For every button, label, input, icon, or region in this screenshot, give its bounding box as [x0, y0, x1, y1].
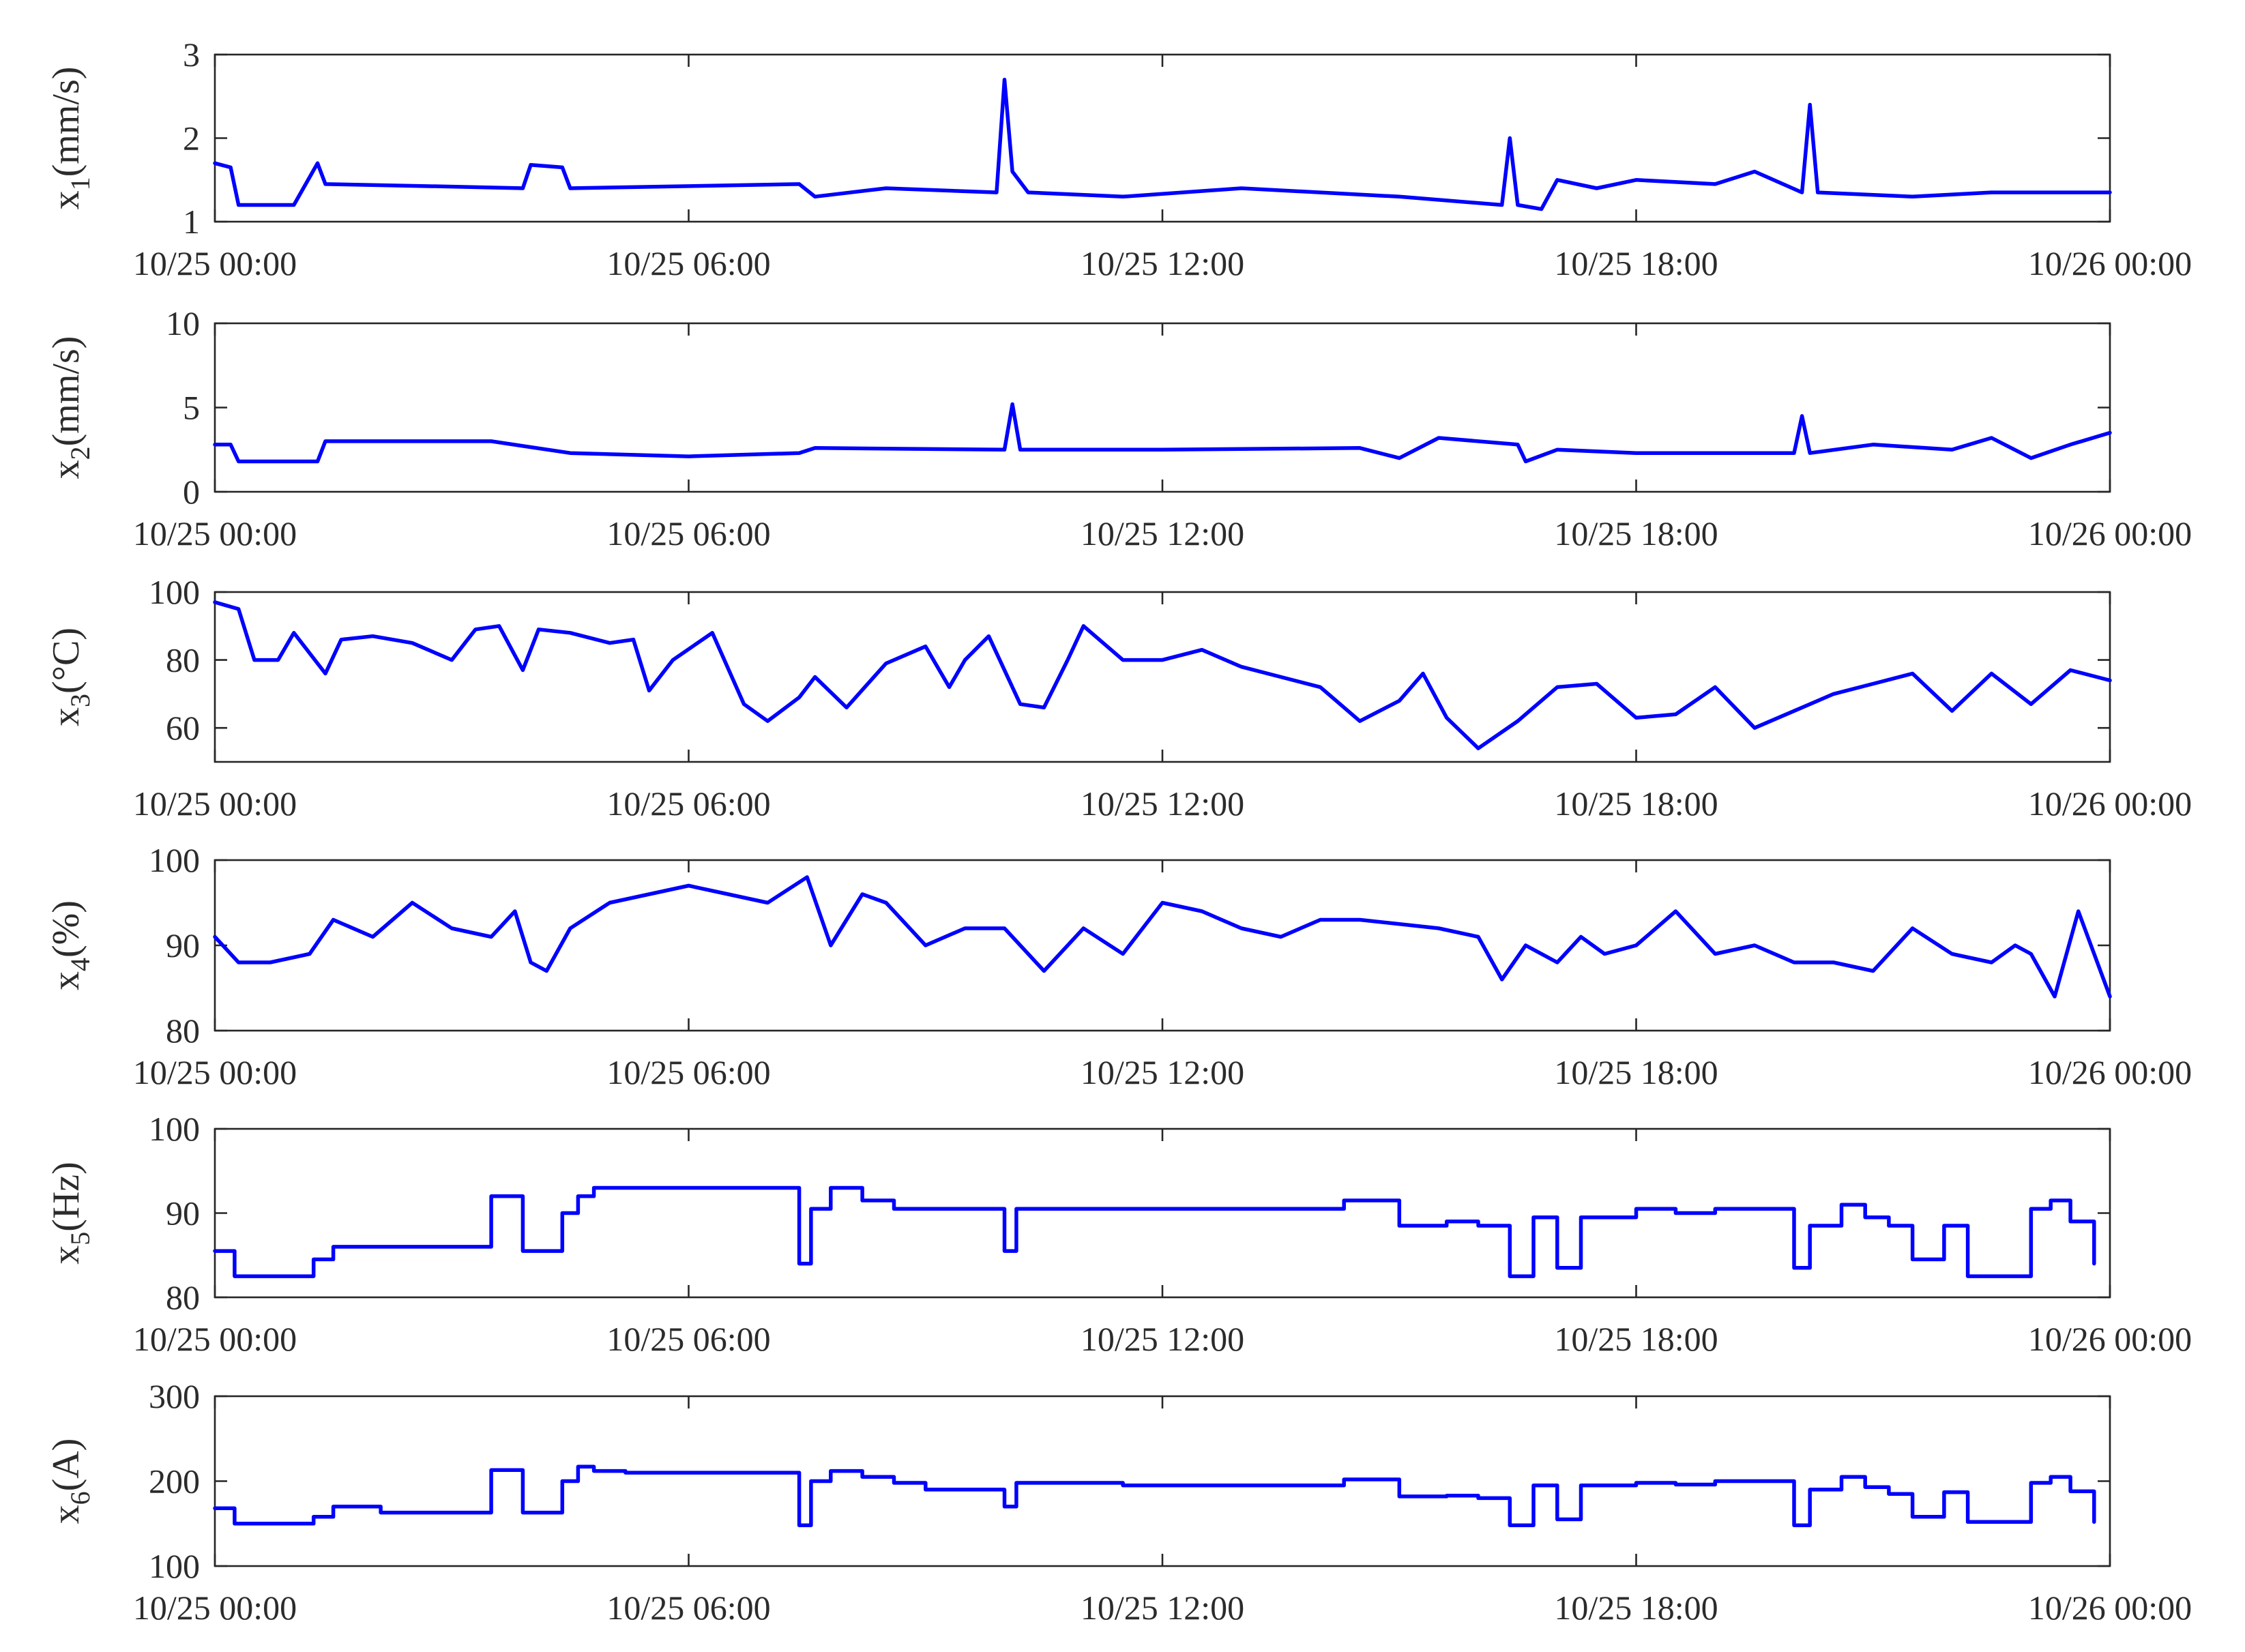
x-tick-label: 10/25 18:00	[1554, 514, 1718, 552]
x-tick-label: 10/25 12:00	[1081, 1320, 1244, 1358]
y-axis-label-var: x	[45, 460, 87, 479]
y-axis-label-var: x	[45, 1505, 87, 1524]
x-tick-label: 10/25 00:00	[133, 244, 297, 282]
y-axis-label-var: x	[45, 707, 87, 726]
x-tick-label: 10/25 18:00	[1554, 1589, 1718, 1627]
y-tick-label: 10	[166, 304, 200, 342]
x-tick-label: 10/25 18:00	[1554, 784, 1718, 823]
x-tick-label: 10/25 12:00	[1081, 1053, 1244, 1091]
panel-x5: 80 90 100 10/25 00:00 10/25 06:00 10/25 12:00…	[45, 1110, 2192, 1358]
series-line-x1	[213, 77, 2112, 211]
x-tick-label: 10/25 12:00	[1081, 244, 1244, 282]
series-line-x4	[213, 875, 2112, 999]
y-tick-label: 100	[149, 1547, 200, 1585]
y-axis-label-unit: (°C)	[45, 628, 87, 694]
x-tick-label: 10/25 06:00	[606, 1053, 770, 1091]
x-tick-label: 10/25 12:00	[1081, 1589, 1244, 1627]
x-tick-label: 10/25 12:00	[1081, 784, 1244, 823]
y-tick-label: 100	[149, 573, 200, 611]
y-axis-label: x2(mm/s)	[45, 336, 96, 480]
series-line-x6	[213, 1464, 2096, 1527]
y-axis-label-var: x	[45, 1245, 87, 1265]
y-axis-label-var: x	[45, 971, 87, 990]
series-line-x5	[213, 1185, 2096, 1278]
y-axis-label-subscript: 2	[65, 446, 96, 460]
y-axis-label: x6(A)	[45, 1439, 96, 1524]
x-tick-label: 10/25 06:00	[606, 514, 770, 552]
x-tick-label: 10/26 00:00	[2028, 784, 2192, 823]
y-tick-label: 100	[149, 1110, 200, 1148]
y-axis-label-subscript: 3	[65, 694, 96, 707]
x-tick-label: 10/26 00:00	[2028, 514, 2192, 552]
y-axis-label-subscript: 4	[65, 958, 96, 971]
y-tick-label: 80	[166, 641, 200, 679]
y-tick-label: 300	[149, 1377, 200, 1415]
y-axis-label: x1(mm/s)	[45, 67, 96, 210]
y-tick-label: 80	[166, 1012, 200, 1050]
x-tick-label: 10/25 00:00	[133, 1053, 297, 1091]
x-tick-label: 10/25 06:00	[606, 784, 770, 823]
y-tick-label: 100	[149, 841, 200, 879]
y-axis-label-subscript: 6	[65, 1491, 96, 1505]
x-tick-label: 10/26 00:00	[2028, 1053, 2192, 1091]
y-tick-label: 5	[183, 389, 200, 427]
panel-x1: 1 2 3 10/25 00:00 10/25 06:00 10/25 12:00 10/2…	[45, 35, 2192, 282]
x-tick-label: 10/25 06:00	[606, 1589, 770, 1627]
y-axis-label: x5(Hz)	[45, 1162, 96, 1265]
y-axis-label-subscript: 1	[65, 177, 96, 190]
x-tick-label: 10/25 18:00	[1554, 244, 1718, 282]
panel-x3: 60 80 100 10/25 00:00 10/25 06:00 10/25 12:00…	[45, 573, 2192, 823]
y-tick-label: 0	[183, 473, 200, 511]
x-tick-label: 10/26 00:00	[2028, 1589, 2192, 1627]
x-tick-label: 10/25 00:00	[133, 1589, 297, 1627]
x-tick-label: 10/25 18:00	[1554, 1053, 1718, 1091]
x-tick-label: 10/25 06:00	[606, 1320, 770, 1358]
x-tick-label: 10/25 06:00	[606, 244, 770, 282]
y-axis-label: x4(%)	[45, 900, 96, 990]
series-line-x2	[213, 402, 2112, 464]
series-line-x3	[213, 600, 2112, 750]
y-tick-label: 80	[166, 1278, 200, 1316]
panel-x4: 80 90 100 10/25 00:00 10/25 06:00 10/25 12:00…	[45, 841, 2192, 1091]
y-axis-label-unit: (mm/s)	[45, 67, 87, 177]
y-axis-label-unit: (mm/s)	[45, 336, 87, 447]
y-tick-label: 3	[183, 35, 200, 74]
x-tick-label: 10/25 12:00	[1081, 514, 1244, 552]
y-tick-label: 90	[166, 1194, 200, 1233]
y-axis-label-unit: (A)	[45, 1439, 87, 1492]
y-axis-label-subscript: 5	[65, 1232, 96, 1245]
y-tick-label: 90	[166, 926, 200, 964]
x-tick-label: 10/26 00:00	[2028, 1320, 2192, 1358]
x-tick-label: 10/25 18:00	[1554, 1320, 1718, 1358]
panel-x6: 100 200 300 10/25 00:00 10/25 06:00 10/25 12:…	[45, 1377, 2192, 1627]
y-tick-label: 1	[183, 203, 200, 241]
x-tick-label: 10/25 00:00	[133, 1320, 297, 1358]
y-tick-label: 60	[166, 709, 200, 747]
y-tick-label: 2	[183, 119, 200, 158]
y-axis-label: x3(°C)	[45, 628, 96, 726]
panels: 1 2 3 10/25 00:00 10/25 06:00 10/25 12:00 10/2…	[45, 35, 2192, 1627]
y-tick-label: 200	[149, 1462, 200, 1501]
panel-x2: 0 5 10 10/25 00:00 10/25 06:00 10/25 12:00 10/…	[45, 304, 2192, 552]
x-tick-label: 10/25 00:00	[133, 784, 297, 823]
y-axis-label-unit: (%)	[45, 900, 87, 958]
x-tick-label: 10/25 00:00	[133, 514, 297, 552]
x-tick-label: 10/26 00:00	[2028, 244, 2192, 282]
y-axis-label-var: x	[45, 190, 87, 209]
y-axis-label-unit: (Hz)	[45, 1162, 87, 1232]
